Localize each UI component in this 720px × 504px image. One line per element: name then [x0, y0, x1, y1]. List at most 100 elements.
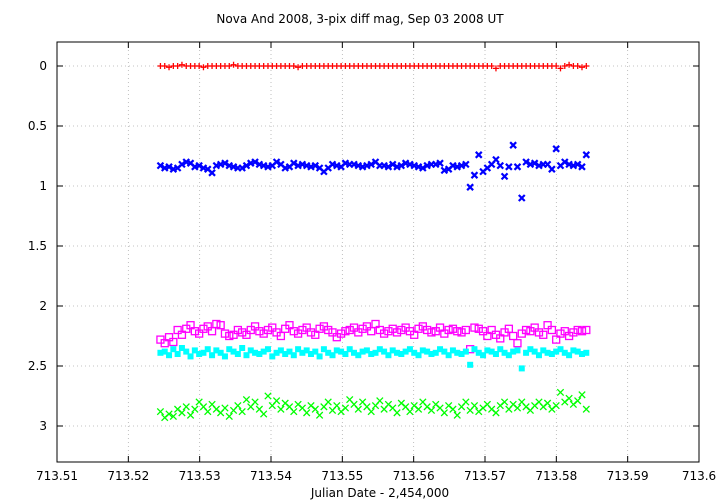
data-point — [194, 329, 204, 338]
data-point — [561, 349, 568, 356]
data-point — [462, 348, 469, 355]
data-point — [445, 352, 452, 359]
data-point — [178, 345, 185, 351]
data-point — [574, 348, 581, 355]
data-point — [354, 405, 362, 413]
data-point — [505, 163, 513, 171]
data-point — [573, 325, 582, 335]
data-point — [311, 405, 319, 413]
data-point — [428, 351, 435, 357]
data-point — [566, 352, 573, 359]
data-point — [225, 412, 233, 421]
data-point — [427, 328, 436, 337]
data-point — [389, 347, 396, 354]
series-4 — [156, 388, 590, 422]
data-point — [514, 347, 521, 354]
data-point — [285, 321, 294, 330]
data-point — [286, 348, 293, 355]
data-point — [250, 322, 260, 331]
x-tick-label: 713.52 — [107, 469, 149, 483]
data-point — [295, 346, 302, 353]
data-point — [212, 319, 221, 329]
data-point — [178, 61, 185, 68]
data-point — [458, 351, 465, 357]
chart-title: Nova And 2008, 3-pix diff mag, Sep 03 20… — [216, 12, 504, 26]
data-point — [186, 321, 195, 330]
data-point — [424, 348, 431, 355]
data-point — [449, 405, 457, 413]
data-point — [260, 348, 267, 355]
data-point — [566, 61, 573, 68]
data-point — [557, 346, 564, 353]
data-point — [398, 351, 405, 357]
data-point — [385, 352, 392, 359]
data-point — [548, 165, 556, 173]
data-point — [441, 348, 448, 355]
data-point — [457, 328, 466, 337]
data-point — [233, 325, 243, 335]
data-point — [187, 353, 194, 360]
data-point — [440, 409, 448, 417]
data-point — [552, 401, 560, 410]
data-point — [569, 328, 578, 337]
data-point — [376, 397, 384, 405]
data-point — [582, 325, 591, 335]
data-point — [289, 327, 298, 336]
data-point — [466, 183, 474, 191]
data-point — [178, 409, 186, 417]
data-point — [303, 347, 310, 354]
data-point — [406, 346, 413, 353]
data-point — [268, 323, 277, 332]
data-point — [509, 331, 518, 341]
data-point — [475, 349, 482, 356]
data-point — [561, 158, 569, 166]
data-point — [196, 351, 203, 357]
data-point — [540, 347, 547, 354]
data-point — [492, 409, 500, 417]
data-point — [427, 406, 436, 415]
data-point — [492, 65, 499, 72]
x-tick-label: 713.53 — [179, 469, 221, 483]
data-point — [500, 398, 509, 406]
data-point — [207, 327, 217, 336]
data-point — [444, 325, 453, 335]
data-point — [341, 327, 350, 336]
data-point — [204, 407, 212, 416]
data-point — [384, 327, 393, 336]
data-point — [471, 346, 478, 353]
data-point — [341, 404, 350, 412]
data-point — [264, 346, 271, 353]
data-point — [328, 328, 337, 337]
data-point — [272, 397, 281, 405]
data-point — [303, 409, 311, 417]
data-point — [164, 333, 174, 342]
data-point — [397, 161, 406, 170]
data-point — [548, 351, 555, 357]
data-point — [583, 63, 590, 69]
data-point — [497, 346, 504, 353]
data-point — [161, 348, 168, 355]
data-point — [523, 349, 530, 356]
data-point — [209, 352, 216, 359]
x-tick-label: 713.56 — [393, 469, 435, 483]
data-point — [527, 346, 534, 353]
data-point — [501, 349, 508, 356]
data-point — [225, 331, 234, 341]
y-tick-label: 2.5 — [28, 359, 47, 373]
data-point — [200, 64, 207, 71]
data-point — [345, 325, 354, 335]
data-point — [311, 330, 320, 339]
x-tick-label: 713.57 — [464, 469, 506, 483]
data-point — [160, 339, 169, 348]
data-point — [177, 330, 187, 339]
data-point — [178, 160, 186, 169]
data-point — [513, 404, 522, 412]
data-point — [156, 161, 165, 170]
data-point — [560, 327, 569, 336]
data-point — [226, 63, 233, 69]
data-point — [461, 325, 470, 335]
data-point — [414, 405, 423, 413]
data-point — [543, 321, 552, 330]
